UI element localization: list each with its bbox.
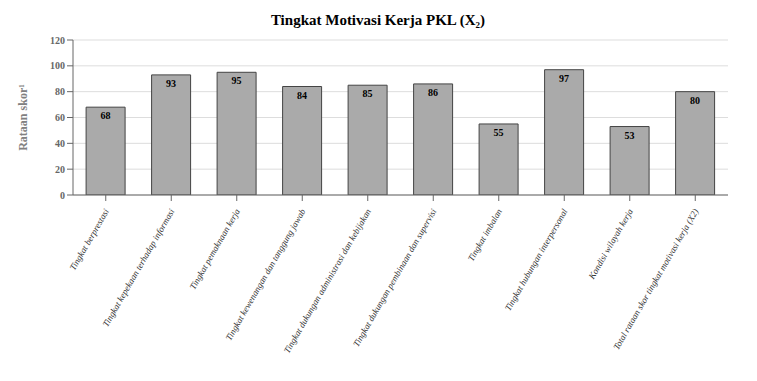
svg-text:Tingkat pemaknaan kerja: Tingkat pemaknaan kerja xyxy=(188,207,243,292)
html-text:Tingkat Motivasi Kerja PKL (X₂: Tingkat Motivasi Kerja PKL (X₂) xyxy=(270,12,486,28)
svg-text:Total rataan skor tingkat moti: Total rataan skor tingkat motivasi kerja… xyxy=(611,207,700,352)
svg-text:84: 84 xyxy=(297,90,307,101)
svg-text:Tingkat kepekaan terhadap info: Tingkat kepekaan terhadap informasi xyxy=(100,207,176,329)
svg-text:80: 80 xyxy=(690,95,700,106)
svg-text:60: 60 xyxy=(55,112,65,123)
svg-text:20: 20 xyxy=(55,164,65,175)
svg-text:100: 100 xyxy=(50,60,65,71)
svg-text:Tingkat imbalan: Tingkat imbalan xyxy=(466,207,504,263)
svg-text:55: 55 xyxy=(494,127,504,138)
svg-text:Tingkat dukungan pembinaan dan: Tingkat dukungan pembinaan dan supervisi xyxy=(351,207,439,349)
svg-text:93: 93 xyxy=(166,78,176,89)
svg-text:Rataan skor¹: Rataan skor¹ xyxy=(16,84,30,151)
svg-text:40: 40 xyxy=(55,138,65,149)
svg-text:80: 80 xyxy=(55,86,65,97)
svg-text:Tingkat hubungan interpersonal: Tingkat hubungan interpersonal xyxy=(503,207,570,313)
svg-text:53: 53 xyxy=(625,130,635,141)
svg-text:86: 86 xyxy=(428,87,438,98)
svg-text:Tingkat dukungan administrasi: Tingkat dukungan administrasi dan kebija… xyxy=(281,207,373,355)
svg-text:Tingkat berprestasi: Tingkat berprestasi xyxy=(68,207,112,273)
svg-text:Kondisi wilayah kerja: Kondisi wilayah kerja xyxy=(586,207,635,282)
svg-text:0: 0 xyxy=(60,190,65,201)
svg-text:85: 85 xyxy=(363,88,373,99)
svg-text:120: 120 xyxy=(50,35,65,46)
svg-text:95: 95 xyxy=(232,75,242,86)
svg-text:68: 68 xyxy=(101,110,111,121)
svg-text:Tingkat kewenangan dan tanggun: Tingkat kewenangan dan tanggung jawab xyxy=(224,207,308,343)
svg-text:97: 97 xyxy=(559,73,569,84)
